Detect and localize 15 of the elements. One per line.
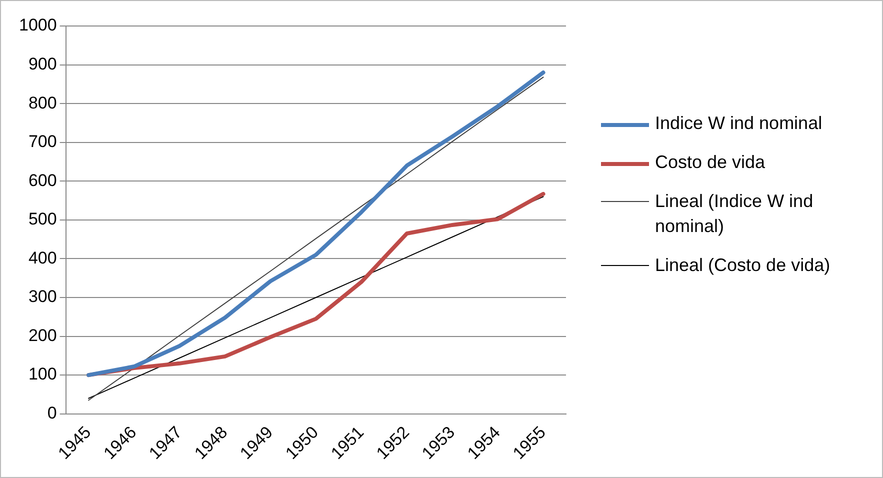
legend-label: Indice W ind nominal: [655, 112, 822, 135]
legend-label: Lineal (Indice W ind nominal): [655, 190, 814, 238]
y-tick-label: 100: [28, 364, 57, 384]
y-tick-label: 400: [28, 248, 57, 268]
y-tick-label: 300: [28, 287, 57, 306]
y-tick-label: 600: [28, 170, 57, 190]
y-tick-label: 900: [28, 54, 57, 74]
y-tick-label: 800: [28, 93, 57, 112]
y-tick-label: 500: [28, 210, 57, 229]
legend-label: Lineal (Costo de vida): [655, 254, 830, 277]
y-tick-label: 0: [47, 404, 57, 423]
legend-label: Costo de vida: [655, 151, 766, 174]
y-tick-label: 700: [28, 132, 57, 152]
y-tick-label: 1000: [18, 16, 57, 35]
y-tick-label: 200: [28, 326, 57, 345]
